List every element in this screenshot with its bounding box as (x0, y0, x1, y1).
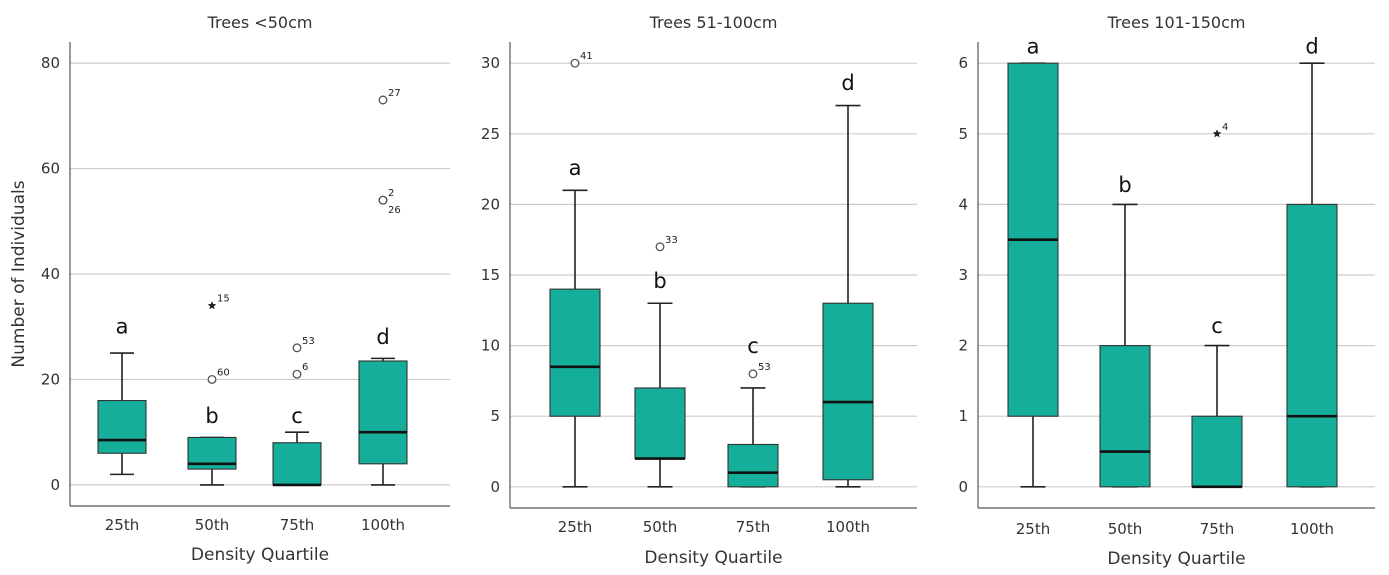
x-axis-label: Density Quartile (644, 548, 782, 568)
outlier-circle (748, 369, 758, 379)
x-tick-label: 50th (1108, 520, 1142, 538)
outlier-label: 4 (1222, 122, 1228, 133)
panel-title: Trees <50cm (207, 13, 313, 32)
outlier-circle (655, 242, 665, 252)
y-tick-label: 0 (50, 476, 60, 494)
box-iqr (549, 288, 601, 417)
x-tick-label: 100th (826, 518, 870, 536)
box-25th: a 41 (549, 51, 601, 488)
y-tick-label: 20 (41, 370, 60, 388)
outlier-label: 6 (302, 362, 308, 373)
panel-title: Trees 101-150cm (1107, 13, 1246, 32)
x-tick-label: 25th (558, 518, 592, 536)
y-tick-label: 20 (481, 195, 500, 213)
significance-letter: d (841, 71, 854, 95)
x-axis-label: Density Quartile (1107, 549, 1245, 569)
outlier-star (207, 301, 217, 310)
box-100th: d (822, 71, 874, 488)
box-iqr (272, 442, 322, 486)
outlier-label: 27 (388, 88, 401, 99)
significance-letter: c (747, 334, 759, 358)
x-tick-label: 100th (361, 516, 405, 534)
significance-letter: c (291, 404, 303, 428)
box-iqr (1099, 345, 1151, 488)
y-tick-label: 25 (481, 125, 500, 143)
significance-letter: b (205, 404, 218, 428)
outlier-circle (378, 195, 388, 205)
y-tick-label: 5 (958, 125, 968, 143)
box-iqr (1286, 203, 1338, 488)
outlier-label: 53 (758, 362, 771, 373)
x-tick-label: 75th (280, 516, 314, 534)
outlier-label: 53 (302, 336, 315, 347)
y-tick-label: 5 (490, 407, 500, 425)
box-50th: b (1099, 173, 1151, 488)
y-tick-label: 0 (490, 478, 500, 496)
y-tick-label: 0 (958, 478, 968, 496)
x-tick-label: 75th (1200, 520, 1234, 538)
significance-letter: d (1305, 35, 1318, 59)
significance-letter: b (1118, 173, 1131, 197)
outlier-circle (570, 58, 580, 68)
outlier-label: 26 (388, 205, 401, 216)
outlier-circle (292, 369, 302, 379)
y-tick-label: 10 (481, 337, 500, 355)
x-tick-label: 25th (1016, 520, 1050, 538)
box-iqr (822, 302, 874, 481)
x-tick-label: 50th (195, 516, 229, 534)
outlier-circle (378, 95, 388, 105)
x-tick-label: 75th (736, 518, 770, 536)
box-iqr (634, 387, 686, 460)
box-iqr (727, 443, 779, 488)
box-iqr (1191, 415, 1243, 488)
box-iqr (97, 399, 147, 454)
outlier-label: 15 (217, 294, 230, 305)
box-100th: d 27 2 26 (358, 88, 408, 486)
box-100th: d (1286, 35, 1338, 488)
outlier-label: 60 (217, 367, 230, 378)
y-tick-label: 1 (958, 407, 968, 425)
panel-title: Trees 51-100cm (649, 13, 778, 32)
x-tick-label: 50th (643, 518, 677, 536)
significance-letter: a (569, 156, 582, 180)
x-axis-label: Density Quartile (191, 545, 329, 565)
y-tick-label: 30 (481, 54, 500, 72)
outlier-label: 41 (580, 51, 593, 62)
box-25th: a (1007, 35, 1059, 488)
outlier-circle (292, 343, 302, 353)
box-iqr (358, 360, 408, 465)
y-tick-label: 15 (481, 266, 500, 284)
box-75th: c 53 6 (272, 336, 322, 487)
outlier-label: 2 (388, 188, 394, 199)
panel-2: Trees 51-100cm 0 5 10 15 20 25 30 25th 50th 75th 10… (481, 13, 917, 568)
box-50th: b 15 60 (187, 294, 237, 486)
outlier-circle (207, 375, 217, 384)
panel-1: Trees <50cm 0 20 40 60 80 25th 50th 75th 100th Den… (9, 13, 450, 565)
box-25th: a (97, 314, 147, 476)
significance-letter: a (116, 314, 129, 338)
significance-letter: b (653, 269, 666, 293)
x-tick-label: 25th (105, 516, 139, 534)
y-tick-label: 6 (958, 54, 968, 72)
outlier-label: 33 (665, 235, 678, 246)
y-tick-label: 80 (41, 54, 60, 72)
box-50th: b 33 (634, 235, 686, 488)
y-axis-label: Number of Individuals (9, 180, 29, 367)
significance-letter: d (376, 325, 389, 349)
y-tick-label: 60 (41, 160, 60, 178)
box-75th: c4 (1191, 122, 1243, 489)
box-75th: c 53 (727, 334, 779, 488)
y-tick-label: 2 (958, 337, 968, 355)
y-tick-label: 4 (958, 195, 968, 213)
outlier-star (1212, 129, 1222, 138)
x-tick-label: 100th (1290, 520, 1334, 538)
panel-3: Trees 101-150cm 0 1 2 3 4 5 6 25th 50th 75th 100th D… (958, 13, 1375, 569)
y-tick-label: 40 (41, 265, 60, 283)
significance-letter: a (1027, 35, 1040, 59)
y-tick-label: 3 (958, 266, 968, 284)
significance-letter: c (1211, 314, 1223, 338)
